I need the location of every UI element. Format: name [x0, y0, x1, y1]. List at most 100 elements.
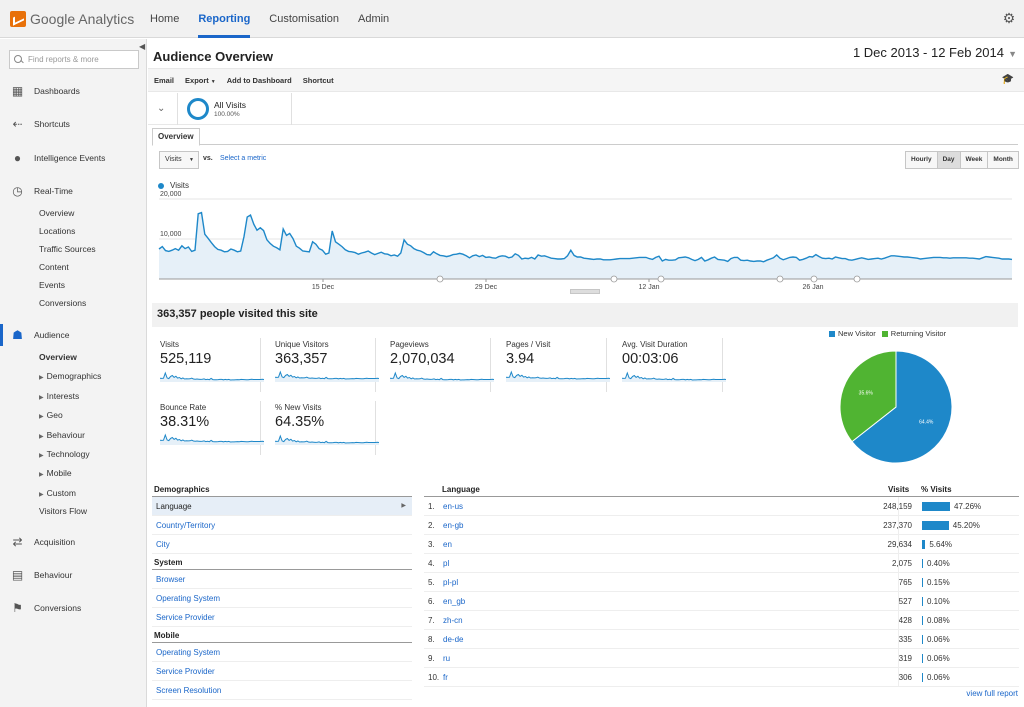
language-link[interactable]: ru: [443, 654, 451, 663]
sidebar-subitem-interests[interactable]: ▶ Interests: [39, 391, 80, 401]
sidebar-subitem-technology[interactable]: ▶ Technology: [39, 449, 90, 459]
hourly-button[interactable]: Hourly: [906, 152, 938, 168]
divider: [898, 668, 899, 687]
language-link[interactable]: pl: [443, 559, 450, 568]
visitor-type-pie-chart[interactable]: 64.4% 35.6%: [836, 347, 956, 467]
nav-reporting[interactable]: Reporting: [198, 0, 251, 38]
dim-mobile-service-provider[interactable]: Service Provider: [152, 662, 412, 681]
email-button[interactable]: Email: [154, 75, 175, 85]
collapse-sidebar-icon[interactable]: ◀: [139, 42, 146, 51]
dim-screen-resolution[interactable]: Screen Resolution: [152, 681, 412, 700]
week-button[interactable]: Week: [960, 152, 989, 168]
nav-admin[interactable]: Admin: [358, 13, 390, 25]
tab-overview[interactable]: Overview: [152, 128, 200, 146]
language-link[interactable]: en-gb: [443, 521, 464, 530]
kpi-visits[interactable]: Visits 525,119: [153, 338, 264, 392]
chevron-down-icon[interactable]: ▼: [1008, 49, 1017, 59]
expand-triangle-icon: ▶: [39, 472, 44, 478]
visits-value: 765: [898, 578, 912, 587]
search-input[interactable]: [28, 55, 136, 64]
kpi-new-visits[interactable]: % New Visits 64.35%: [268, 401, 379, 455]
granularity-toggle: Hourly Day Week Month: [905, 151, 1019, 169]
kpi-avg-visit-duration[interactable]: Avg. Visit Duration 00:03:06: [615, 338, 726, 392]
sidebar-subitem-rt-events[interactable]: Events: [39, 280, 65, 290]
pie-slice[interactable]: [851, 350, 953, 464]
clock-icon: ◷: [12, 183, 23, 198]
sidebar-subitem-geo[interactable]: ▶ Geo: [39, 410, 63, 420]
sidebar-item-acquisition[interactable]: ⇄ Acquisition: [12, 534, 76, 549]
sidebar-subitem-demographics[interactable]: ▶ Demographics: [39, 371, 102, 381]
sidebar-item-conversions[interactable]: ⚑ Conversions: [12, 600, 82, 615]
dim-country-territory[interactable]: Country/Territory: [152, 516, 412, 535]
sidebar-subitem-rt-traffic-sources[interactable]: Traffic Sources: [39, 244, 96, 254]
sidebar-subitem-custom[interactable]: ▶ Custom: [39, 488, 76, 498]
sidebar-item-behaviour[interactable]: ▤ Behaviour: [11, 567, 73, 582]
kpi-pages-per-visit[interactable]: Pages / Visit 3.94: [499, 338, 610, 392]
sidebar-subitem-visitors-flow[interactable]: Visitors Flow: [39, 506, 88, 516]
language-link[interactable]: en: [443, 540, 452, 549]
annotation-marker[interactable]: [610, 275, 618, 283]
sidebar-subitem-rt-conversions[interactable]: Conversions: [39, 298, 87, 308]
vs-label: vs.: [203, 155, 213, 162]
sidebar-item-dashboards[interactable]: ▦ Dashboards: [11, 83, 80, 98]
language-link[interactable]: pl-pl: [443, 578, 459, 587]
export-button[interactable]: Export ▼: [185, 75, 216, 85]
kpi-bounce-rate[interactable]: Bounce Rate 38.31%: [153, 401, 264, 455]
chart-resize-handle[interactable]: [570, 289, 600, 294]
nav-home[interactable]: Home: [150, 13, 180, 25]
annotation-marker[interactable]: [657, 275, 665, 283]
select-metric-link[interactable]: Select a metric: [220, 155, 267, 162]
annotation-marker[interactable]: [853, 275, 861, 283]
sidebar-item-real-time[interactable]: ◷ Real-Time: [12, 183, 73, 198]
search-box[interactable]: [9, 50, 139, 69]
date-range-picker[interactable]: 1 Dec 2013 - 12 Feb 2014: [852, 45, 1004, 60]
sidebar-subitem-rt-locations[interactable]: Locations: [39, 226, 76, 236]
kpi-pageviews[interactable]: Pageviews 2,070,034: [383, 338, 494, 392]
series-dot: [158, 182, 164, 189]
sidebar-subitem-audience-overview[interactable]: Overview: [39, 352, 77, 362]
visits-line-chart[interactable]: 20,000 10,000 15 Dec 29 Dec 12 Jan 26 Jan: [148, 177, 1024, 297]
day-button[interactable]: Day: [937, 152, 961, 168]
gear-icon[interactable]: ⚙: [1002, 10, 1016, 26]
month-button[interactable]: Month: [988, 152, 1018, 168]
dim-language[interactable]: Language ▶: [152, 497, 412, 516]
sidebar-item-audience[interactable]: ☗ Audience: [0, 324, 147, 346]
col-pct-visits[interactable]: % Visits: [921, 485, 952, 494]
sidebar-item-intelligence-events[interactable]: ● Intelligence Events: [0, 147, 147, 169]
nav-customisation[interactable]: Customisation: [269, 13, 339, 25]
pie-slice[interactable]: [839, 350, 897, 443]
sidebar-subitem-rt-overview[interactable]: Overview: [39, 208, 75, 218]
analytics-logo-icon: [10, 11, 26, 27]
add-to-dashboard-button[interactable]: Add to Dashboard: [226, 75, 292, 85]
col-visits[interactable]: Visits: [888, 485, 910, 494]
pct-value: 45.20%: [952, 521, 980, 530]
sidebar-subitem-rt-content[interactable]: Content: [39, 262, 69, 272]
kpi-unique-visitors[interactable]: Unique Visitors 363,357: [268, 338, 379, 392]
chevron-down-icon[interactable]: ⌄: [157, 103, 166, 114]
dim-city[interactable]: City: [152, 535, 412, 554]
language-link[interactable]: en_gb: [443, 597, 466, 606]
logo[interactable]: Google Analytics: [10, 10, 134, 28]
dim-mobile-operating-system[interactable]: Operating System: [152, 643, 412, 662]
graduation-cap-icon[interactable]: 🎓: [1001, 74, 1014, 85]
sidebar-subitem-behaviour[interactable]: ▶ Behaviour: [39, 430, 85, 440]
annotation-marker[interactable]: [776, 275, 784, 283]
metric-select[interactable]: Visits ▼: [159, 151, 199, 169]
annotation-marker[interactable]: [810, 275, 818, 283]
view-full-report-link[interactable]: view full report: [966, 689, 1018, 698]
language-link[interactable]: de-de: [443, 635, 464, 644]
language-link[interactable]: fr: [443, 673, 448, 682]
language-link[interactable]: zh-cn: [443, 616, 463, 625]
sidebar-subitem-mobile[interactable]: ▶ Mobile: [39, 468, 72, 478]
legend-swatch: [881, 330, 888, 337]
dim-operating-system[interactable]: Operating System: [152, 589, 412, 608]
sidebar-item-shortcuts[interactable]: ⇠ Shortcuts: [12, 116, 70, 131]
dim-browser[interactable]: Browser: [152, 570, 412, 589]
language-link[interactable]: en-us: [443, 502, 464, 511]
shortcut-button[interactable]: Shortcut: [302, 75, 334, 85]
annotation-marker[interactable]: [436, 275, 444, 283]
segment-name[interactable]: All Visits: [214, 100, 246, 110]
dim-service-provider[interactable]: Service Provider: [152, 608, 412, 627]
table-body: 1. en-us 248,159 47.26% 2. en-gb 237,370 45.20%…: [424, 497, 1019, 687]
pct-value: 0.08%: [927, 616, 950, 625]
